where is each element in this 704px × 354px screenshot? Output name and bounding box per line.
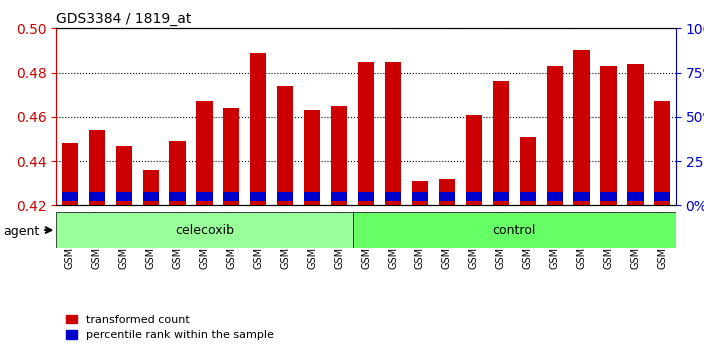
Bar bbox=[546, 66, 562, 205]
Bar bbox=[250, 192, 266, 201]
Bar bbox=[385, 192, 401, 201]
Bar bbox=[601, 192, 617, 201]
Text: GDS3384 / 1819_at: GDS3384 / 1819_at bbox=[56, 12, 191, 26]
Bar bbox=[331, 192, 347, 201]
Bar bbox=[654, 101, 670, 205]
Bar bbox=[574, 50, 590, 205]
Bar bbox=[115, 145, 132, 205]
Bar bbox=[277, 86, 294, 205]
Bar bbox=[304, 110, 320, 205]
Bar bbox=[358, 62, 374, 205]
Bar bbox=[412, 192, 428, 201]
FancyBboxPatch shape bbox=[56, 212, 353, 248]
Legend: transformed count, percentile rank within the sample: transformed count, percentile rank withi… bbox=[62, 310, 279, 345]
Bar bbox=[466, 192, 482, 201]
Bar bbox=[520, 137, 536, 205]
Bar bbox=[142, 192, 158, 201]
Bar bbox=[466, 115, 482, 205]
Text: control: control bbox=[493, 224, 536, 236]
Bar bbox=[439, 192, 455, 201]
FancyBboxPatch shape bbox=[353, 212, 676, 248]
Bar bbox=[439, 179, 455, 205]
Bar bbox=[62, 192, 78, 201]
Bar bbox=[493, 192, 509, 201]
Bar bbox=[385, 62, 401, 205]
Bar bbox=[250, 53, 266, 205]
Bar bbox=[223, 192, 239, 201]
Bar bbox=[654, 192, 670, 201]
Bar bbox=[196, 101, 213, 205]
Bar bbox=[601, 66, 617, 205]
Bar bbox=[331, 106, 347, 205]
Bar bbox=[223, 108, 239, 205]
Bar bbox=[277, 192, 294, 201]
Bar bbox=[627, 192, 643, 201]
Bar bbox=[304, 192, 320, 201]
Bar bbox=[358, 192, 374, 201]
Bar bbox=[412, 181, 428, 205]
Bar bbox=[170, 192, 186, 201]
Bar bbox=[574, 192, 590, 201]
Bar bbox=[520, 192, 536, 201]
Bar bbox=[170, 141, 186, 205]
Bar bbox=[627, 64, 643, 205]
Bar bbox=[115, 192, 132, 201]
Bar bbox=[196, 192, 213, 201]
Bar bbox=[546, 192, 562, 201]
Bar bbox=[142, 170, 158, 205]
Bar bbox=[62, 143, 78, 205]
Bar bbox=[89, 192, 105, 201]
Bar bbox=[89, 130, 105, 205]
Bar bbox=[493, 81, 509, 205]
Text: celecoxib: celecoxib bbox=[175, 224, 234, 236]
Text: agent: agent bbox=[4, 225, 39, 238]
